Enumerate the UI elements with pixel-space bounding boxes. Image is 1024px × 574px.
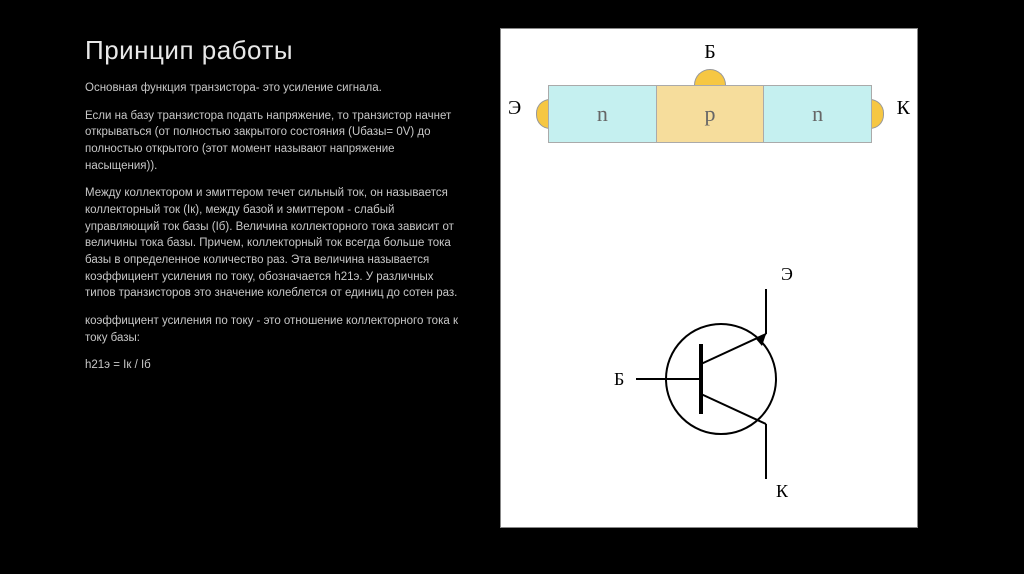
paragraph-1: Основная функция транзистора- это усилен… — [85, 80, 460, 97]
symbol-label-collector: К — [776, 481, 788, 502]
page-title: Принцип работы — [85, 35, 460, 66]
symbol-label-base: Б — [614, 369, 624, 390]
label-emitter: Э — [508, 97, 521, 120]
text-column: Принцип работы Основная функция транзист… — [0, 0, 480, 574]
label-base: Б — [704, 41, 715, 64]
figure-frame: Б Э К n p n — [500, 28, 918, 528]
layer-p-base: p — [657, 86, 765, 142]
semiconductor-layers: n p n — [548, 85, 872, 143]
paragraph-3: Между коллектором и эмиттером течет силь… — [85, 185, 460, 302]
npn-structure-diagram: Б Э К n p n — [536, 69, 884, 159]
transistor-symbol: Э Б К — [606, 259, 816, 509]
contact-collector — [870, 99, 884, 129]
figure-column: Б Э К n p n — [480, 0, 1024, 574]
paragraph-2: Если на базу транзистора подать напряжен… — [85, 108, 460, 175]
layer-n-emitter: n — [549, 86, 657, 142]
contact-base — [694, 69, 726, 85]
formula: h21э = Iк / Iб — [85, 357, 460, 374]
symbol-label-emitter: Э — [781, 264, 793, 285]
label-collector: К — [897, 97, 910, 120]
layer-n-collector: n — [764, 86, 871, 142]
transistor-svg — [606, 259, 816, 509]
paragraph-4: коэффициент усиления по току - это отнош… — [85, 313, 460, 346]
